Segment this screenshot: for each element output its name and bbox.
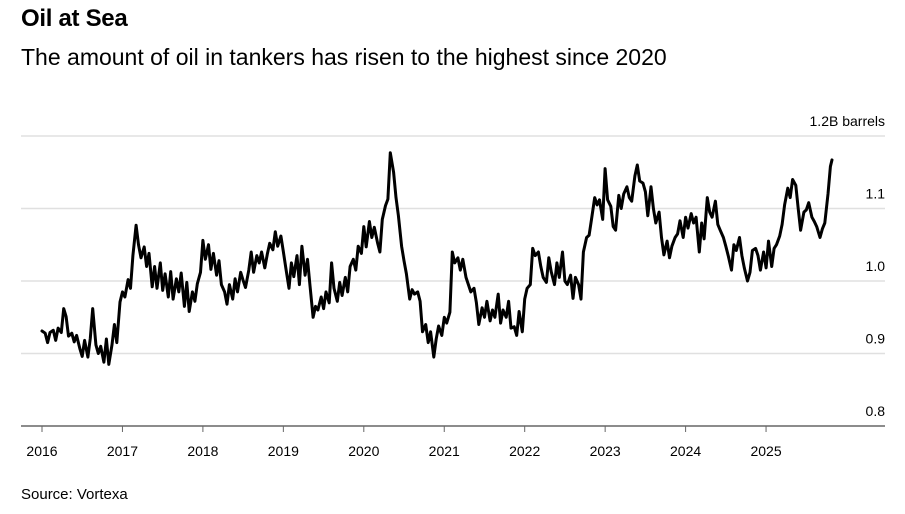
series-line (40, 151, 834, 366)
x-tick-label: 2022 (509, 443, 540, 459)
x-tick-label: 2019 (268, 443, 299, 459)
y-tick-label: 1.1 (866, 186, 886, 202)
series-group (40, 151, 834, 366)
chart-subtitle: The amount of oil in tankers has risen t… (21, 44, 667, 70)
x-tick-label: 2018 (187, 443, 218, 459)
y-tick-label: 1.2B barrels (810, 113, 885, 129)
gridlines (21, 135, 885, 355)
x-tick-label: 2020 (348, 443, 379, 459)
x-tick-label: 2025 (750, 443, 781, 459)
source-note: Source: Vortexa (21, 486, 128, 503)
x-tick-label: 2021 (429, 443, 460, 459)
y-axis-labels: 0.8 0.9 1.0 1.1 1.2B barrels (810, 113, 886, 419)
y-tick-label: 0.8 (866, 403, 886, 419)
x-tick-label: 2024 (670, 443, 701, 459)
x-tick-label: 2023 (590, 443, 621, 459)
x-tick-label: 2017 (107, 443, 138, 459)
y-tick-label: 1.0 (866, 258, 886, 274)
x-axis: 2016 2017 2018 2019 2020 2021 2022 2023 2024 2025 (21, 425, 885, 459)
chart-title: Oil at Sea (21, 5, 128, 32)
y-tick-label: 0.9 (866, 331, 886, 347)
x-tick-label: 2016 (26, 443, 57, 459)
